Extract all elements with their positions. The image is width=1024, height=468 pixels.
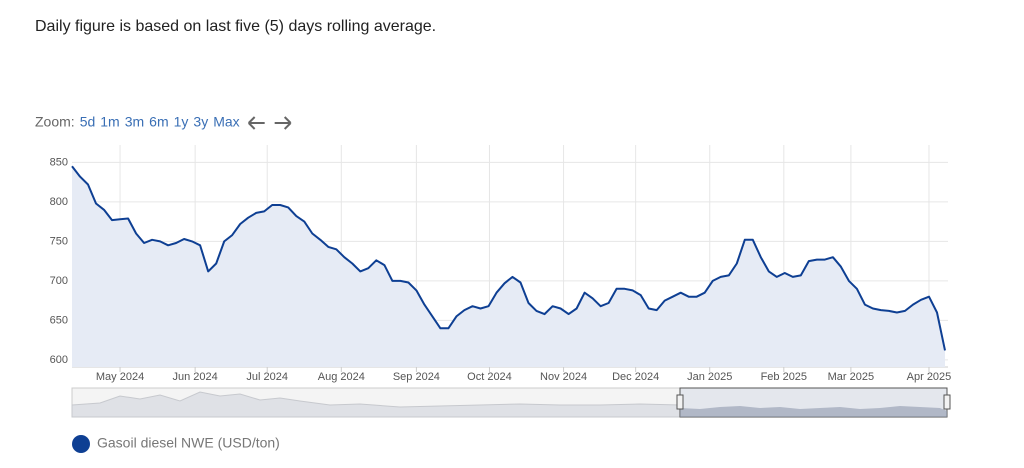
y-tick-label: 800	[50, 196, 68, 208]
zoom-button[interactable]: 1y	[174, 114, 189, 130]
legend-marker[interactable]	[72, 435, 90, 453]
y-tick-label: 850	[50, 156, 68, 168]
y-tick-label: 700	[50, 275, 68, 287]
zoom-button[interactable]: 6m	[149, 114, 168, 130]
y-tick-label: 650	[50, 314, 68, 326]
line	[71, 165, 946, 351]
x-tick-label: Mar 2025	[828, 371, 874, 383]
zoom-button[interactable]: 5d	[80, 114, 96, 130]
x-tick-label: Nov 2024	[540, 371, 587, 383]
navigator-series	[71, 391, 681, 418]
x-tick-label: Feb 2025	[761, 371, 807, 383]
legend-label[interactable]: Gasoil diesel NWE (USD/ton)	[97, 435, 280, 451]
arrow-right[interactable]	[274, 116, 292, 130]
zoom-button[interactable]: 1m	[100, 114, 119, 130]
navigator-handle[interactable]	[943, 394, 951, 410]
zoom-button[interactable]: Max	[213, 114, 239, 130]
zoom-label: Zoom:	[35, 114, 75, 130]
x-tick-label: May 2024	[96, 371, 144, 383]
x-tick-label: Jun 2024	[173, 371, 218, 383]
x-tick-label: Jan 2025	[687, 371, 732, 383]
x-tick-label: Apr 2025	[907, 371, 952, 383]
x-tick-label: Dec 2024	[612, 371, 659, 383]
x-tick-label: Aug 2024	[318, 371, 365, 383]
x-tick-label: Oct 2024	[467, 371, 512, 383]
area	[72, 166, 945, 367]
arrow-left[interactable]	[247, 116, 265, 130]
navigator-series-selected	[680, 406, 947, 417]
navigator-handle[interactable]	[676, 394, 684, 410]
x-tick-label: Sep 2024	[393, 371, 440, 383]
zoom-button[interactable]: 3m	[125, 114, 144, 130]
zoom-arrows[interactable]	[247, 116, 292, 130]
y-tick-label: 600	[50, 354, 68, 366]
navigator[interactable]	[71, 387, 951, 418]
zoom-button[interactable]: 3y	[193, 114, 208, 130]
y-tick-label: 750	[50, 235, 68, 247]
x-tick-label: Jul 2024	[246, 371, 288, 383]
zoom-bar: Zoom: 5d 1m 3m 6m 1y 3y Max	[35, 114, 240, 130]
note: Daily figure is based on last five (5) d…	[35, 18, 436, 35]
